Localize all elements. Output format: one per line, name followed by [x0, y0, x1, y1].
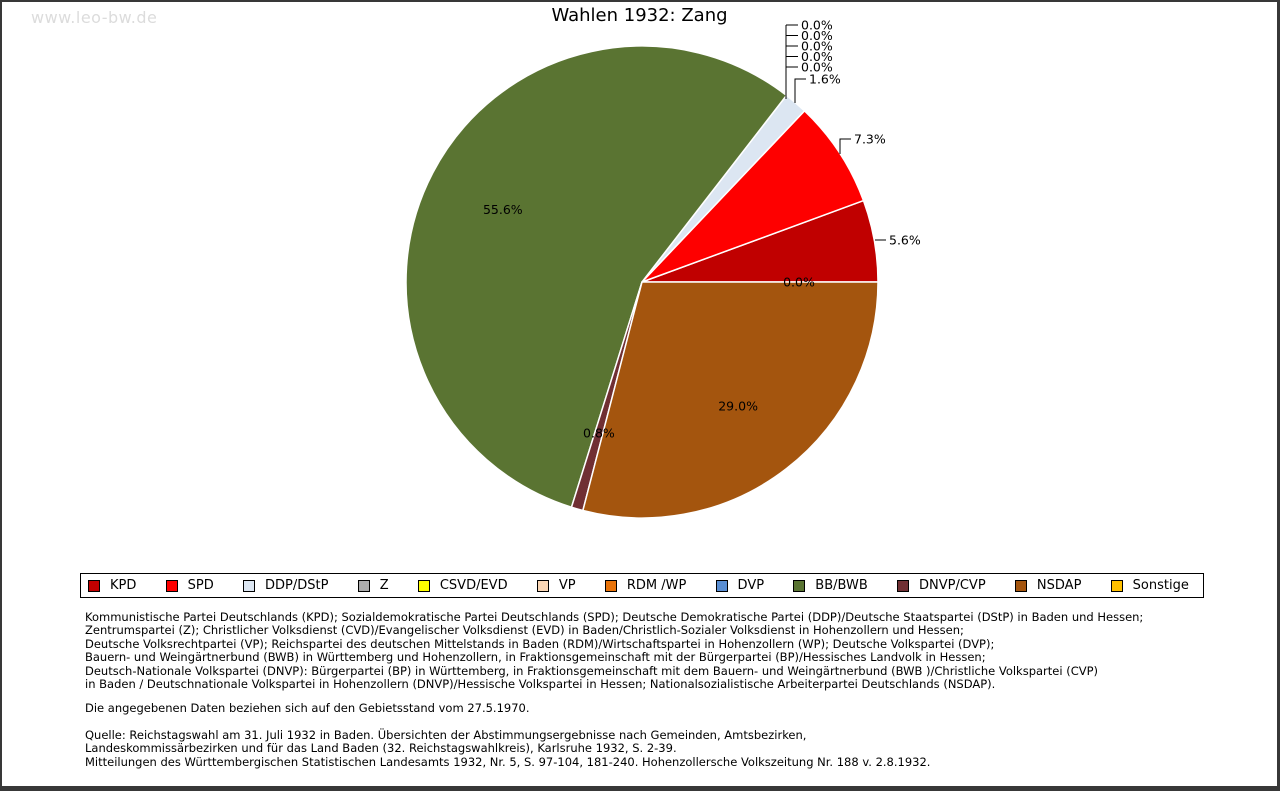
party-explanation-line: Bauern- und Weingärtnerbund (BWB) in Wür… [85, 650, 986, 665]
legend-swatch [417, 579, 430, 592]
slice-label-ddp-dstp: 1.6% [809, 72, 841, 87]
legend-item-sonstige: Sonstige [1110, 578, 1189, 593]
territorial-status-line: Die angegebenen Daten beziehen sich auf … [85, 701, 530, 715]
slice-label-sonstige: 0.0% [783, 275, 815, 290]
legend-item-z: Z [357, 578, 389, 593]
legend-swatch [242, 579, 255, 592]
legend-item-csvd-evd: CSVD/EVD [417, 578, 508, 593]
chart-title: Wahlen 1932: Zang [551, 5, 728, 26]
legend-item-spd: SPD [165, 578, 214, 593]
legend-label: VP [558, 578, 576, 593]
legend-label: RDM /WP [626, 578, 687, 593]
legend-label: DDP/DStP [264, 578, 329, 593]
legend-item-dvp: DVP [715, 578, 765, 593]
legend-label: SPD [187, 578, 214, 593]
party-explanation-line: in Baden / Deutschnationale Volkspartei … [85, 677, 996, 692]
legend-label: Z [379, 578, 389, 593]
slice-label-nsdap: 29.0% [718, 399, 758, 414]
legend-label: DNVP/CVP [919, 578, 986, 593]
legend-label: CSVD/EVD [439, 578, 508, 593]
legend: KPD SPD DDP/DStP Z CSVD/EVD VP RDM /WP DVP BB/BW… [80, 573, 1204, 598]
party-explanation-line: Deutsche Volksrechtpartei (VP); Reichspa… [85, 636, 995, 651]
slice-label-z: 0.0% [801, 18, 833, 33]
legend-swatch [536, 579, 549, 592]
legend-item-ddp-dstp: DDP/DStP [242, 578, 329, 593]
party-explanation-line: Zentrumspartei (Z); Christlicher Volksdi… [85, 623, 964, 638]
legend-label: KPD [110, 578, 137, 593]
watermark: www.leo-bw.de [31, 8, 158, 27]
legend-item-dnvp-cvp: DNVP/CVP [897, 578, 986, 593]
slice-label-csvd-evd: 0.0% [801, 28, 833, 43]
slice-label-bb-bwb: 55.6% [483, 202, 523, 217]
party-explanations: Kommunistische Partei Deutschlands (KPD)… [85, 610, 1144, 692]
slice-label-dnvp-cvp: 0.8% [583, 426, 615, 441]
legend-item-kpd: KPD [88, 578, 136, 593]
legend-item-nsdap: NSDAP [1014, 578, 1082, 593]
pie-slice-spd [641, 110, 865, 283]
legend-swatch [357, 579, 370, 592]
callout-leader-spd [839, 138, 851, 154]
legend-label: BB/BWB [815, 578, 868, 593]
source-citation-line: Quelle: Reichstagswahl am 31. Juli 1932 … [85, 728, 807, 742]
territorial-status-note: Die angegebenen Daten beziehen sich auf … [85, 701, 530, 715]
slice-label-rdm-wp: 0.0% [801, 49, 833, 64]
legend-item-rdm-wp: RDM /WP [604, 578, 687, 593]
source-citation: Quelle: Reichstagswahl am 31. Juli 1932 … [85, 728, 931, 769]
slice-label-kpd: 5.6% [889, 233, 921, 248]
slice-label-vp: 0.0% [801, 39, 833, 54]
legend-swatch [793, 579, 806, 592]
pie-chart: 5.6%7.3%1.6%0.0%0.0%0.0%0.0%0.0%55.6%0.8… [405, 18, 921, 519]
legend-label: DVP [737, 578, 765, 593]
legend-swatch [165, 579, 178, 592]
callout-leader-ddp-dstp [794, 78, 806, 103]
pie-slice-nsdap [582, 281, 879, 519]
source-citation-line: Landeskommissärbezirken und für das Land… [85, 741, 677, 756]
party-explanation-line: Kommunistische Partei Deutschlands (KPD)… [85, 610, 1144, 624]
legend-swatch [88, 579, 100, 592]
legend-swatch [604, 579, 617, 592]
slice-label-spd: 7.3% [854, 132, 886, 147]
legend-swatch [897, 579, 909, 592]
legend-label: Sonstige [1132, 578, 1189, 593]
legend-swatch [1014, 579, 1027, 592]
legend-swatch [1110, 579, 1123, 592]
legend-label: NSDAP [1036, 578, 1082, 593]
source-citation-line: Mitteilungen des Württembergischen Stati… [85, 754, 931, 769]
slice-label-dvp: 0.0% [801, 60, 833, 75]
party-explanation-line: Deutsch-Nationale Volkspartei (DNVP): Bü… [85, 663, 1099, 678]
legend-item-bb-bwb: BB/BWB [793, 578, 868, 593]
pie-slice-bb-bwb [405, 45, 788, 508]
legend-swatch [715, 579, 728, 592]
legend-item-vp: VP [536, 578, 576, 593]
